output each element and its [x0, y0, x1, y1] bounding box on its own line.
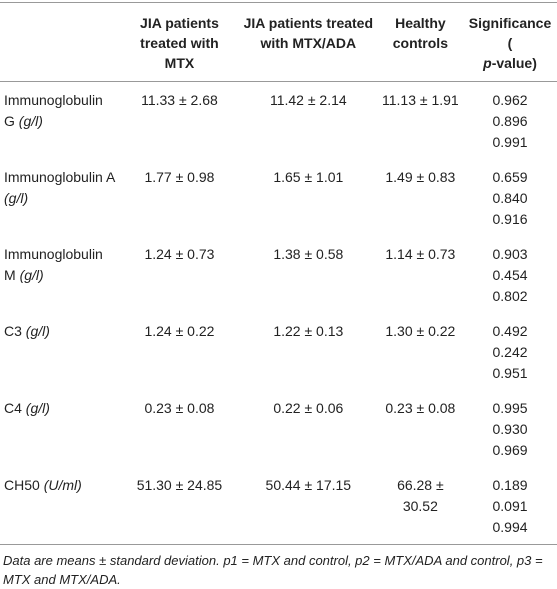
p-value-cell: 0.189 0.091 0.994: [463, 467, 557, 545]
p-value: 0.091: [492, 498, 528, 514]
row-name: C3: [4, 323, 22, 339]
value-cell: 11.33 ± 2.68: [141, 92, 218, 108]
table-row: C3 (g/l) 1.24 ± 0.22 1.22 ± 0.13 1.30 ± 0.2…: [0, 313, 557, 390]
header-cell: Healthy controls: [377, 2, 464, 82]
row-label: Immunoglobulin A (g/l): [0, 159, 120, 236]
value-cell: 51.30 ± 24.85: [136, 477, 223, 493]
p-value: 0.454: [492, 267, 528, 283]
p-value: 0.969: [492, 442, 528, 458]
row-name: Immunoglobulin A: [4, 169, 115, 185]
table-row: Immunoglobulin G (g/l) 11.33 ± 2.68 11.42 …: [0, 82, 557, 160]
row-name: CH50: [4, 477, 40, 493]
row-unit: (g/l): [4, 190, 29, 206]
header-text: p: [483, 55, 492, 71]
row-label: C3 (g/l): [0, 313, 120, 390]
table-row: C4 (g/l) 0.23 ± 0.08 0.22 ± 0.06 0.23 ± 0.0…: [0, 390, 557, 467]
header-text: Significance (: [468, 15, 552, 51]
header-cell: JIA patients treated with MTX: [120, 2, 239, 82]
header-cell: [0, 2, 120, 82]
value-cell: 1.65 ± 1.01: [273, 169, 344, 185]
value-cell: 1.24 ± 0.22: [144, 323, 215, 339]
row-unit: (g/l): [25, 400, 50, 416]
p-value-cell: 0.492 0.242 0.951: [463, 313, 557, 390]
table-row: Immunoglobulin A (g/l) 1.77 ± 0.98 1.65 ± …: [0, 159, 557, 236]
footnote: Data are means ± standard deviation. p1 …: [3, 553, 543, 587]
table-row: CH50 (U/ml) 51.30 ± 24.85 50.44 ± 17.15 66.…: [0, 467, 557, 545]
value-cell: 11.13 ± 1.91: [382, 92, 459, 108]
row-unit: (g/l): [18, 113, 43, 129]
p-value: 0.802: [492, 288, 528, 304]
value-cell: 1.38 ± 0.58: [273, 246, 344, 262]
row-name: Immunoglobulin G: [4, 92, 103, 129]
p-value-cell: 0.659 0.840 0.916: [463, 159, 557, 236]
value-cell: 1.49 ± 0.83: [385, 169, 456, 185]
p-value: 0.492: [492, 323, 528, 339]
row-unit: (g/l): [25, 323, 50, 339]
p-value: 0.995: [492, 400, 528, 416]
value-cell: 0.23 ± 0.08: [385, 400, 456, 416]
p-value-cell: 0.903 0.454 0.802: [463, 236, 557, 313]
p-value-cell: 0.995 0.930 0.969: [463, 390, 557, 467]
value-cell: 1.14 ± 0.73: [385, 246, 456, 262]
p-value: 0.189: [492, 477, 528, 493]
p-value: 0.962: [492, 92, 528, 108]
row-label: Immunoglobulin M (g/l): [0, 236, 120, 313]
p-value: 0.896: [492, 113, 528, 129]
data-table: JIA patients treated with MTX JIA patient…: [0, 2, 557, 545]
row-unit: (U/ml): [43, 477, 82, 493]
p-value: 0.659: [492, 169, 528, 185]
value-cell: 1.30 ± 0.22: [385, 323, 456, 339]
value-cell: 1.22 ± 0.13: [273, 323, 344, 339]
header-cell: Significance ( p-value): [463, 2, 557, 82]
row-name: C4: [4, 400, 22, 416]
value-cell: 50.44 ± 17.15: [265, 477, 352, 493]
value-cell: 1.24 ± 0.73: [144, 246, 215, 262]
row-label: Immunoglobulin G (g/l): [0, 82, 120, 160]
p-value: 0.994: [492, 519, 528, 535]
header-cell: JIA patients treated with MTX/ADA: [238, 2, 378, 82]
header-row: JIA patients treated with MTX JIA patient…: [0, 2, 557, 82]
table-row: Immunoglobulin M (g/l) 1.24 ± 0.73 1.38 ± …: [0, 236, 557, 313]
p-value: 0.991: [492, 134, 528, 150]
p-value: 0.916: [492, 211, 528, 227]
row-label: C4 (g/l): [0, 390, 120, 467]
p-value: 0.903: [492, 246, 528, 262]
value-cell: 0.22 ± 0.06: [273, 400, 344, 416]
value-cell: 1.77 ± 0.98: [144, 169, 215, 185]
p-value: 0.242: [492, 344, 528, 360]
value-cell: 66.28 ± 30.52: [397, 477, 444, 514]
value-cell: 0.23 ± 0.08: [144, 400, 215, 416]
p-value: 0.840: [492, 190, 528, 206]
row-unit: (g/l): [19, 267, 44, 283]
p-value: 0.930: [492, 421, 528, 437]
value-cell: 11.42 ± 2.14: [269, 92, 347, 108]
p-value: 0.951: [492, 365, 528, 381]
p-value-cell: 0.962 0.896 0.991: [463, 82, 557, 160]
row-label: CH50 (U/ml): [0, 467, 120, 545]
row-name: Immunoglobulin M: [4, 246, 103, 283]
header-text: -value): [491, 55, 537, 71]
